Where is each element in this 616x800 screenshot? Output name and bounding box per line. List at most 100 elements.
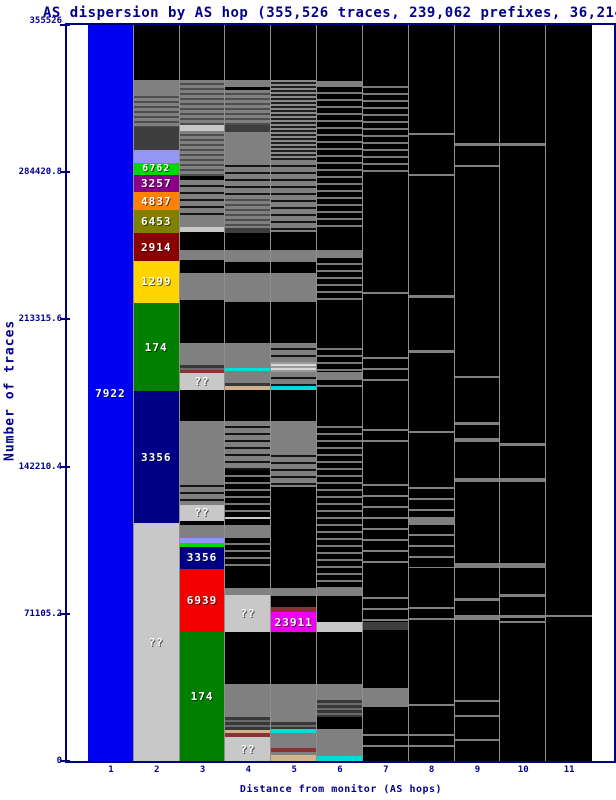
segment bbox=[179, 231, 225, 250]
as-3356-segment: 3356 bbox=[133, 391, 179, 524]
segment bbox=[408, 132, 454, 136]
segment bbox=[317, 379, 362, 390]
segment bbox=[317, 80, 362, 87]
segment bbox=[362, 80, 408, 175]
as-unknown-segment: ?? bbox=[225, 737, 271, 761]
segment bbox=[179, 80, 225, 125]
as-6939-segment: 6939 bbox=[179, 568, 225, 632]
segment bbox=[317, 232, 362, 251]
as-unknown-segment: ?? bbox=[179, 504, 225, 521]
segment bbox=[454, 620, 500, 701]
segment bbox=[225, 196, 271, 229]
segment bbox=[500, 562, 546, 568]
segment bbox=[500, 614, 546, 618]
segment bbox=[317, 371, 362, 380]
as-6762-segment: 6762 bbox=[133, 163, 179, 176]
as-label: 2914 bbox=[140, 240, 172, 254]
as-7922-segment: 7922 bbox=[88, 25, 133, 761]
segment bbox=[179, 520, 225, 525]
segment bbox=[500, 477, 546, 482]
column-hop-9 bbox=[454, 25, 501, 761]
segment bbox=[408, 477, 454, 517]
segment bbox=[362, 706, 408, 725]
segment bbox=[317, 342, 362, 372]
segment bbox=[500, 617, 546, 621]
segment bbox=[179, 479, 225, 505]
segment bbox=[133, 25, 179, 81]
segment bbox=[271, 487, 317, 589]
segment bbox=[317, 87, 362, 232]
segment bbox=[271, 755, 317, 761]
segment bbox=[362, 587, 408, 622]
segment bbox=[500, 593, 546, 597]
as-unknown-segment: ?? bbox=[225, 595, 271, 633]
x-tick-label: 6 bbox=[337, 765, 343, 775]
x-tick-label: 10 bbox=[517, 765, 529, 775]
segment bbox=[500, 442, 546, 446]
segment bbox=[179, 537, 225, 543]
as-3356-segment: 3356 bbox=[179, 546, 225, 569]
segment bbox=[500, 142, 546, 146]
segment bbox=[179, 214, 225, 227]
segment bbox=[362, 174, 408, 283]
as-unknown-segment: ?? bbox=[179, 372, 225, 390]
y-tick-label: 71105.2 bbox=[24, 608, 62, 619]
segment bbox=[500, 620, 546, 623]
segment bbox=[225, 262, 271, 273]
as-label: 6762 bbox=[142, 163, 171, 175]
segment bbox=[408, 353, 454, 422]
segment bbox=[179, 179, 225, 215]
segment bbox=[179, 389, 225, 421]
segment bbox=[225, 368, 271, 372]
segment bbox=[500, 596, 546, 615]
segment bbox=[362, 389, 408, 420]
segment bbox=[500, 146, 546, 443]
as-label: 6453 bbox=[140, 215, 172, 229]
segment bbox=[225, 519, 271, 526]
segment bbox=[362, 568, 408, 588]
as-label: ?? bbox=[194, 506, 210, 520]
segment bbox=[454, 482, 500, 564]
x-tick-label: 11 bbox=[563, 765, 575, 775]
segment bbox=[271, 752, 317, 756]
segment bbox=[179, 226, 225, 232]
segment bbox=[317, 631, 362, 684]
segment bbox=[408, 724, 454, 749]
segment bbox=[225, 730, 271, 734]
segment bbox=[225, 250, 271, 263]
segment bbox=[271, 372, 317, 387]
segment bbox=[271, 588, 317, 597]
as-label: 174 bbox=[144, 340, 168, 354]
segment bbox=[454, 739, 500, 742]
segment bbox=[225, 421, 271, 471]
segment bbox=[271, 273, 317, 303]
segment bbox=[362, 25, 408, 81]
segment bbox=[362, 419, 408, 446]
segment bbox=[454, 568, 500, 599]
segment bbox=[454, 717, 500, 740]
segment bbox=[317, 699, 362, 717]
segment bbox=[179, 25, 225, 81]
segment bbox=[454, 165, 500, 168]
segment bbox=[408, 441, 454, 478]
column-hop-7 bbox=[362, 25, 409, 761]
segment bbox=[500, 25, 546, 143]
segment bbox=[271, 421, 317, 451]
segment bbox=[271, 596, 317, 608]
x-tick-label: 2 bbox=[154, 765, 160, 775]
segment bbox=[179, 369, 225, 373]
segment bbox=[454, 425, 500, 439]
y-tick-label: 213315.6 bbox=[18, 314, 62, 325]
segment bbox=[317, 595, 362, 622]
segment bbox=[225, 632, 271, 685]
segment bbox=[408, 135, 454, 166]
y-tick-label: 355526 bbox=[29, 16, 62, 26]
as-label: 4837 bbox=[140, 194, 172, 208]
y-tick-label: 0 bbox=[56, 756, 62, 766]
segment bbox=[408, 165, 454, 183]
segment bbox=[408, 421, 454, 442]
segment bbox=[133, 93, 179, 128]
segment bbox=[271, 232, 317, 251]
segment bbox=[362, 445, 408, 476]
segment bbox=[500, 481, 546, 563]
